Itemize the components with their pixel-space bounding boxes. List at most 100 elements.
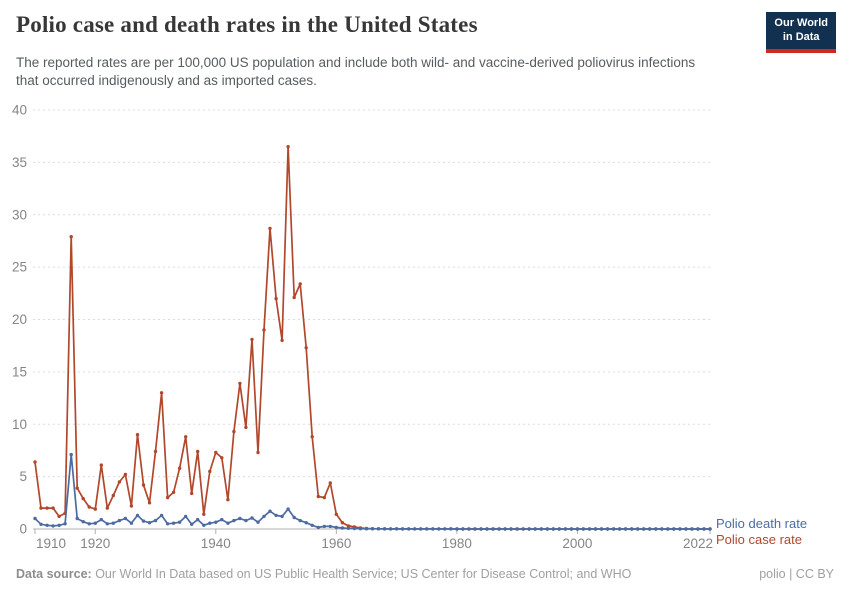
data-point[interactable] — [190, 522, 194, 526]
data-point[interactable] — [322, 495, 326, 500]
data-point[interactable] — [425, 527, 429, 531]
data-point[interactable] — [292, 515, 296, 520]
data-point[interactable] — [666, 527, 670, 531]
data-point[interactable] — [678, 527, 682, 531]
data-point[interactable] — [99, 463, 104, 467]
data-point[interactable] — [57, 523, 61, 527]
data-point[interactable] — [117, 480, 122, 484]
data-point[interactable] — [141, 519, 146, 523]
data-point[interactable] — [123, 516, 128, 521]
data-point[interactable] — [177, 466, 182, 470]
data-point[interactable] — [413, 527, 417, 531]
data-point[interactable] — [69, 235, 73, 239]
data-point[interactable] — [87, 522, 91, 526]
data-point[interactable] — [33, 460, 37, 464]
data-point[interactable] — [280, 514, 284, 519]
data-point[interactable] — [569, 527, 574, 531]
data-point[interactable] — [123, 472, 128, 477]
data-point[interactable] — [99, 517, 104, 522]
data-point[interactable] — [394, 527, 399, 531]
data-point[interactable] — [238, 516, 242, 521]
data-point[interactable] — [45, 506, 49, 510]
data-point[interactable] — [93, 507, 98, 511]
data-point[interactable] — [419, 527, 423, 531]
data-point[interactable] — [33, 516, 37, 521]
data-point[interactable] — [388, 527, 393, 531]
data-point[interactable] — [352, 526, 357, 531]
data-point[interactable] — [105, 506, 110, 510]
data-point[interactable] — [298, 282, 302, 286]
legend-polio-case-rate[interactable]: Polio case rate — [716, 532, 802, 547]
data-point[interactable] — [208, 469, 212, 474]
data-point[interactable] — [129, 521, 134, 525]
data-point[interactable] — [557, 527, 561, 531]
data-point[interactable] — [105, 522, 110, 526]
data-point[interactable] — [220, 517, 224, 522]
data-point[interactable] — [708, 527, 712, 531]
data-point[interactable] — [286, 145, 290, 149]
data-point[interactable] — [539, 527, 543, 531]
data-point[interactable] — [250, 337, 254, 342]
data-point[interactable] — [111, 521, 116, 525]
data-point[interactable] — [196, 517, 200, 522]
data-point[interactable] — [256, 520, 260, 524]
data-point[interactable] — [135, 513, 140, 518]
data-point[interactable] — [690, 527, 694, 531]
data-point[interactable] — [485, 527, 489, 531]
data-point[interactable] — [563, 527, 568, 531]
data-point[interactable] — [202, 512, 206, 516]
data-point[interactable] — [274, 513, 278, 518]
data-point[interactable] — [304, 346, 308, 350]
data-point[interactable] — [310, 523, 314, 527]
data-point[interactable] — [244, 518, 248, 523]
data-point[interactable] — [153, 518, 158, 523]
data-point[interactable] — [407, 527, 411, 531]
data-point[interactable] — [141, 483, 146, 487]
data-point[interactable] — [587, 527, 592, 531]
data-point[interactable] — [45, 523, 49, 527]
data-point[interactable] — [117, 518, 122, 523]
data-point[interactable] — [232, 429, 236, 434]
data-point[interactable] — [491, 527, 495, 531]
data-point[interactable] — [63, 522, 67, 526]
data-point[interactable] — [159, 391, 164, 395]
data-point[interactable] — [75, 486, 79, 490]
data-point[interactable] — [171, 521, 176, 525]
data-point[interactable] — [316, 494, 320, 499]
data-point[interactable] — [551, 527, 555, 531]
data-point[interactable] — [208, 521, 212, 525]
data-point[interactable] — [190, 491, 194, 496]
data-point[interactable] — [461, 527, 465, 531]
data-point[interactable] — [437, 527, 441, 531]
data-point[interactable] — [340, 521, 345, 525]
data-point[interactable] — [51, 524, 55, 528]
data-point[interactable] — [443, 527, 447, 531]
data-point[interactable] — [400, 527, 405, 531]
data-point[interactable] — [214, 450, 218, 455]
data-point[interactable] — [262, 514, 266, 519]
data-point[interactable] — [467, 527, 471, 531]
data-point[interactable] — [654, 527, 658, 531]
data-point[interactable] — [376, 527, 381, 531]
data-point[interactable] — [268, 509, 272, 513]
data-point[interactable] — [334, 512, 338, 516]
data-point[interactable] — [509, 527, 513, 531]
data-point[interactable] — [159, 513, 164, 518]
data-point[interactable] — [328, 524, 332, 529]
data-point[interactable] — [165, 495, 170, 500]
data-point[interactable] — [617, 527, 622, 531]
data-point[interactable] — [184, 514, 188, 519]
data-point[interactable] — [262, 328, 266, 332]
data-point[interactable] — [184, 435, 188, 439]
data-point[interactable] — [280, 338, 284, 343]
owid-logo[interactable]: Our World in Data — [766, 12, 836, 53]
data-point[interactable] — [346, 524, 351, 528]
data-point[interactable] — [503, 527, 507, 531]
data-point[interactable] — [370, 527, 375, 531]
data-point[interactable] — [69, 452, 73, 457]
data-point[interactable] — [304, 521, 308, 525]
data-point[interactable] — [545, 527, 549, 531]
data-point[interactable] — [51, 506, 55, 510]
data-point[interactable] — [81, 496, 85, 501]
